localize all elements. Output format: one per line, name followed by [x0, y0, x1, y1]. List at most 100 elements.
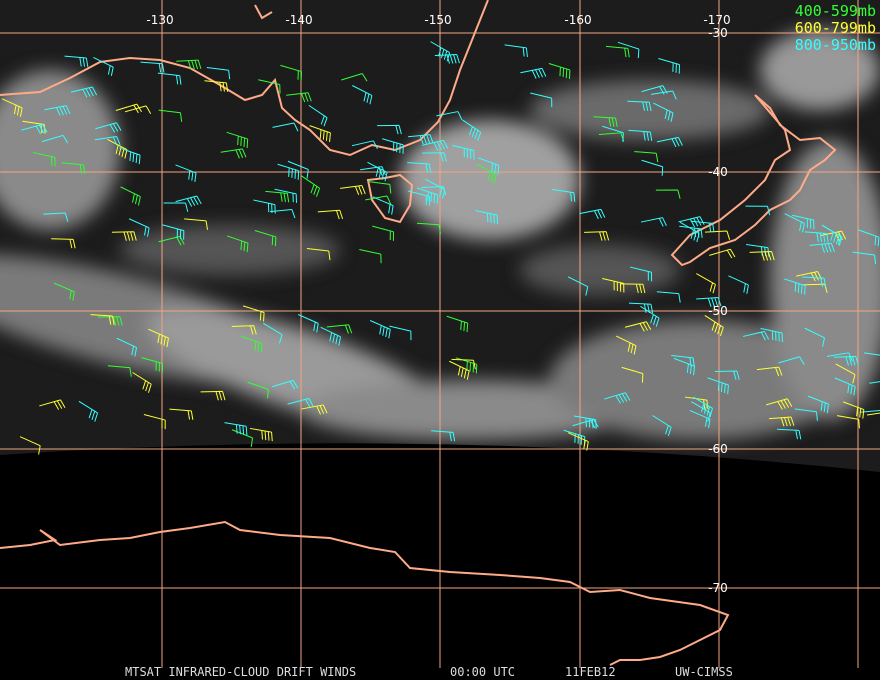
wind-barb — [621, 366, 644, 383]
wind-barb — [572, 418, 599, 429]
wind-barb — [162, 224, 185, 240]
wind-barb — [220, 148, 247, 159]
wind-barb — [416, 222, 442, 234]
wind-barb — [455, 357, 478, 374]
wind-barb — [462, 119, 482, 141]
lat-labels: -30 -40 -50 -60 -70 — [708, 26, 728, 595]
wind-barb — [802, 276, 827, 288]
wind-barb — [78, 400, 99, 422]
wind-barbs — [1, 41, 880, 455]
wind-barb — [704, 315, 724, 337]
legend-entry: 600-799mb — [795, 19, 876, 37]
wind-barb — [749, 250, 775, 261]
footer-time: 00:00 UTC — [450, 665, 515, 679]
wind-barb — [308, 104, 328, 127]
wind-barb — [231, 429, 254, 447]
wind-barb — [769, 416, 795, 427]
wind-barb — [241, 335, 263, 353]
wind-barb — [301, 404, 328, 415]
wind-barb — [777, 428, 802, 440]
footer: MTSAT INFRARED-CLOUD DRIFT WINDS 00:00 U… — [125, 665, 733, 679]
wind-barb — [44, 105, 71, 116]
wind-barb — [407, 162, 432, 174]
wind-barb — [224, 422, 248, 436]
wind-barb — [820, 230, 847, 241]
wind-barb — [696, 273, 716, 294]
wind-barb — [431, 430, 456, 442]
wind-barb — [53, 282, 75, 301]
wind-barb — [436, 111, 463, 120]
wind-barb — [287, 160, 309, 179]
lat-label: -30 — [708, 26, 728, 40]
wind-barb — [629, 266, 653, 282]
wind-barb — [41, 134, 69, 144]
wind-barb — [247, 381, 269, 399]
wind-barb — [563, 429, 586, 446]
wind-barb — [93, 56, 114, 77]
legend-entry: 400-599mb — [795, 2, 876, 20]
wind-barb — [175, 195, 202, 207]
wind-barb — [689, 410, 711, 429]
wind-barb — [116, 337, 138, 357]
wind-barb — [650, 90, 677, 100]
wind-barb — [51, 238, 76, 249]
wind-barb — [792, 214, 815, 230]
wind-barb — [287, 397, 314, 408]
wind-barb — [61, 162, 86, 174]
wind-barb — [416, 187, 439, 204]
wind-barb — [70, 86, 98, 98]
wind-barb — [141, 357, 164, 373]
wind-barb — [389, 325, 412, 341]
wind-barb — [430, 41, 451, 62]
lat-label: -50 — [708, 304, 728, 318]
wind-barb — [624, 321, 652, 332]
wind-barb — [33, 152, 56, 167]
wind-barb — [249, 427, 273, 442]
wind-barb — [367, 181, 392, 194]
wind-barb — [475, 210, 499, 225]
wind-barb — [679, 221, 700, 243]
wind-barb — [449, 360, 470, 380]
wind-barb — [326, 324, 353, 334]
wind-barb — [226, 235, 249, 253]
wind-barb — [756, 366, 783, 377]
wind-barb — [602, 125, 624, 142]
wind-barb — [143, 414, 166, 430]
wind-barb — [90, 314, 115, 326]
lon-label: -150 — [424, 13, 451, 27]
wind-barb — [408, 134, 434, 145]
wind-barb — [690, 220, 715, 233]
wind-barb — [728, 275, 749, 294]
wind-barb — [696, 297, 722, 307]
wind-barb — [277, 163, 300, 180]
wind-barb — [19, 436, 41, 455]
wind-barb — [242, 305, 265, 322]
wind-barb — [262, 322, 283, 344]
wind-barb — [634, 151, 659, 163]
wind-barb — [254, 230, 277, 247]
wind-barb — [567, 432, 589, 451]
wind-barb — [778, 356, 805, 365]
wind-barb — [64, 55, 89, 68]
wind-barb — [372, 225, 395, 241]
wind-barb — [652, 415, 672, 437]
wind-barb — [605, 45, 630, 58]
wind-barb — [864, 352, 880, 356]
wind-barb — [742, 330, 770, 341]
wind-barb — [169, 408, 194, 420]
wind-barb — [704, 230, 731, 240]
wind-barb — [640, 305, 660, 327]
wind-barb — [852, 251, 877, 265]
wind-barb — [452, 145, 475, 160]
wind-barb — [794, 408, 818, 421]
wind-barb — [655, 189, 681, 199]
wind-barb — [120, 186, 141, 206]
wind-barb — [158, 109, 183, 122]
wind-barb — [833, 355, 859, 366]
lon-label: -170 — [703, 13, 730, 27]
wind-barb — [206, 67, 231, 80]
wind-barb — [286, 92, 312, 103]
lon-label: -130 — [146, 13, 173, 27]
